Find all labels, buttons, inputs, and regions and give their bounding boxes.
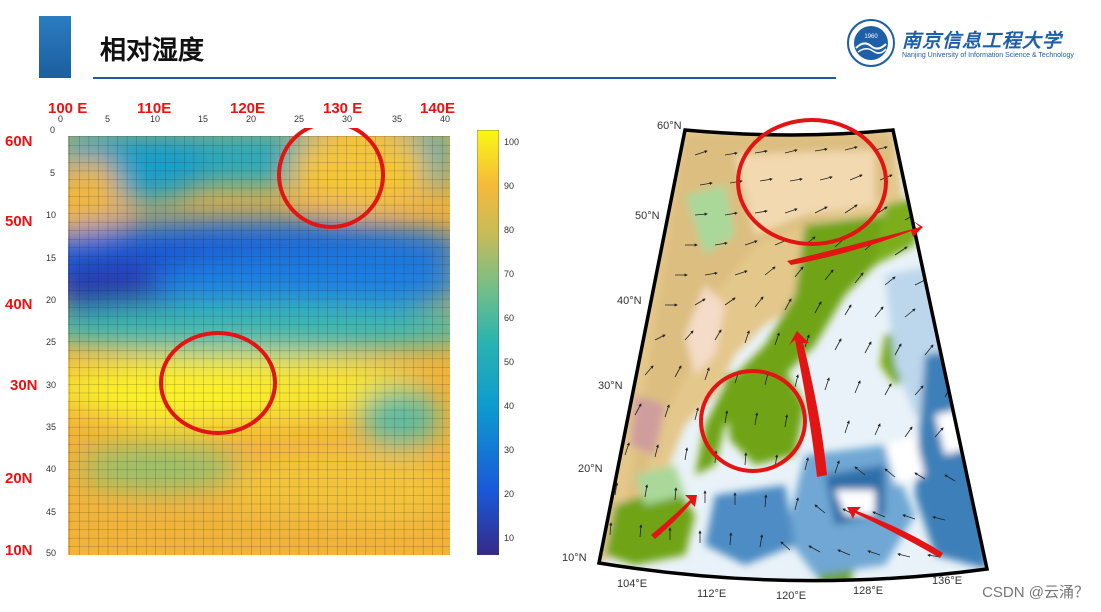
x-tick: 30: [342, 114, 353, 124]
y-tick: 45: [46, 507, 57, 517]
colorbar-tick: 10: [504, 533, 515, 543]
colorbar-tick: 70: [504, 269, 515, 279]
map-lon-label: 112°E: [697, 588, 727, 600]
lon-label-110e: 110E: [137, 100, 172, 117]
y-tick: 20: [46, 295, 57, 305]
colorbar-tick: 40: [504, 401, 515, 411]
colorbar-tick: 100: [504, 137, 520, 147]
lon-label-130e: 130 E: [323, 100, 363, 117]
lon-label-140e: 140E: [420, 100, 456, 117]
map-lat-label: 30°N: [598, 380, 623, 392]
colorbar-tick: 30: [504, 445, 515, 455]
y-tick: 25: [46, 337, 57, 347]
humidity-wind-map: [596, 118, 990, 583]
x-tick: 15: [198, 114, 209, 124]
colorbar-tick: 80: [504, 225, 515, 235]
map-lat-label: 40°N: [617, 295, 642, 307]
lat-label-20n: 20N: [5, 470, 33, 487]
lon-label-100e: 100 E: [48, 100, 88, 117]
colorbar-tick: 20: [504, 489, 515, 499]
y-tick: 50: [46, 548, 57, 558]
colorbar: [477, 130, 499, 555]
y-tick: 0: [50, 125, 56, 135]
map-lat-label: 20°N: [578, 463, 603, 475]
x-tick: 0: [58, 114, 64, 124]
map-lon-label: 128°E: [853, 585, 884, 597]
slide-title: 相对湿度: [100, 36, 205, 66]
lat-label-60n: 60N: [5, 133, 33, 150]
map-lat-label: 60°N: [657, 120, 682, 132]
map-frame: [596, 128, 990, 583]
x-tick: 10: [150, 114, 161, 124]
y-tick: 35: [46, 422, 57, 432]
lat-label-40n: 40N: [5, 296, 33, 313]
highlight-circle-central: [159, 331, 277, 435]
x-tick: 40: [440, 114, 451, 124]
x-tick: 25: [294, 114, 305, 124]
lat-label-10n: 10N: [5, 542, 33, 559]
title-rule: [93, 77, 836, 79]
university-name-en: Nanjing University of Information Scienc…: [902, 52, 1074, 59]
x-tick: 20: [246, 114, 257, 124]
highlight-circle-north: [736, 118, 888, 246]
map-lat-label: 50°N: [635, 210, 660, 222]
title-accent-bar: [39, 16, 71, 78]
map-lon-label: 104°E: [617, 578, 648, 590]
colorbar-tick: 50: [504, 357, 515, 367]
highlight-circle-south: [699, 369, 807, 473]
red-arrow-southwest: [651, 495, 697, 539]
red-arrow-northeast: [787, 221, 923, 265]
colorbar-tick: 60: [504, 313, 515, 323]
lat-label-30n: 30N: [10, 377, 38, 394]
red-arrow-southeast: [847, 507, 943, 558]
x-tick: 5: [105, 114, 111, 124]
seal-year: 1960: [864, 34, 878, 40]
y-tick: 40: [46, 464, 57, 474]
map-lat-label: 10°N: [562, 552, 587, 564]
y-tick: 30: [46, 380, 57, 390]
watermark: CSDN @云涌？: [982, 584, 1089, 601]
y-tick: 5: [50, 168, 56, 178]
highlight-circle-northeast: [277, 128, 385, 229]
y-tick: 10: [46, 210, 57, 220]
lat-label-50n: 50N: [5, 213, 33, 230]
y-tick: 15: [46, 253, 57, 263]
university-seal-icon: 1960: [847, 19, 895, 67]
x-tick: 35: [392, 114, 403, 124]
map-lon-label: 120°E: [776, 590, 807, 602]
lon-label-120e: 120E: [230, 100, 266, 117]
university-name-cn: 南京信息工程大学: [902, 30, 1063, 52]
humidity-grid-field: [60, 128, 450, 555]
colorbar-tick: 90: [504, 181, 515, 191]
map-lon-label: 136°E: [932, 575, 963, 587]
red-arrow-north: [789, 331, 827, 477]
